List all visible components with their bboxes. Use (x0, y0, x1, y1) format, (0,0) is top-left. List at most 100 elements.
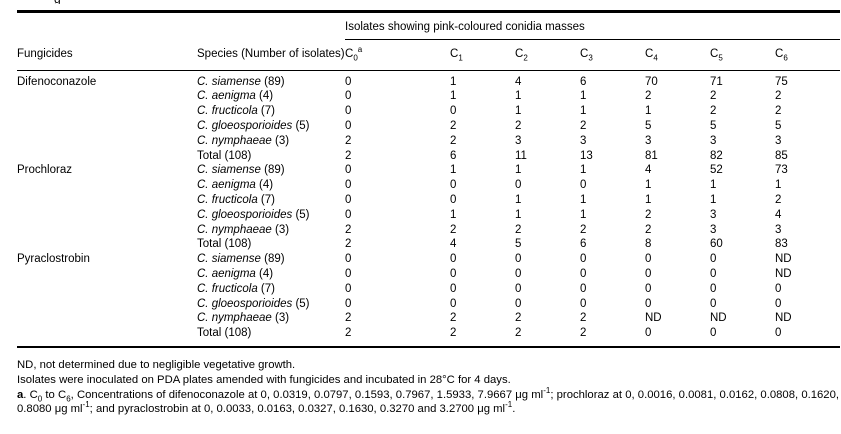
value-cell: 0 (450, 282, 457, 295)
value-cell: 1 (710, 179, 717, 192)
value-cell: 71 (710, 75, 723, 88)
footnote-segment: . (512, 403, 516, 416)
value-cell: 2 (775, 193, 782, 206)
column-header-species: Species (Number of isolates) (197, 39, 345, 71)
value-cell: 73 (775, 164, 788, 177)
value-cell: 5 (775, 119, 782, 132)
footnote-concentrations: a. C0 to C6, Concentrations of difenocon… (17, 385, 840, 418)
fungicide-cell: Difenoconazole (17, 75, 97, 88)
value-cell: 60 (710, 238, 723, 251)
value-cell: 3 (775, 223, 782, 236)
value-cell: 0 (775, 297, 782, 310)
species-name: C. gloeosporioides (197, 208, 293, 221)
value-cell: 4 (515, 75, 522, 88)
value-cell: 1 (450, 75, 457, 88)
value-cell: 0 (775, 327, 782, 340)
species-cell: C. fructicola (7) (197, 193, 275, 206)
species-name: C. aenigma (197, 267, 256, 280)
spanner-spacer (17, 13, 345, 39)
species-cell: C. nymphaeae (3) (197, 134, 290, 147)
value-cell: 11 (515, 149, 527, 162)
value-cell: 1 (515, 90, 522, 103)
value-cell: 75 (775, 75, 788, 88)
value-cell: 0 (645, 253, 652, 266)
fungicide-cell (17, 119, 197, 134)
table-row: Pyraclostrobin C. siamense (89) 0 0 0 0 0 0 ND (17, 252, 840, 267)
value-cell: ND (775, 253, 792, 266)
column-header-c6: C6 (775, 39, 841, 71)
species-cell: C. fructicola (7) (197, 105, 275, 118)
footnote-segment: 6 (66, 393, 71, 403)
species-cell: C. aenigma (4) (197, 179, 274, 192)
table-row: C. fructicola (7) 0 0 1 1 1 2 2 (17, 104, 840, 119)
column-header-c5: C5 (710, 39, 775, 71)
table-row: C. aenigma (4) 0 0 0 0 1 1 1 (17, 178, 840, 193)
fungicide-cell (17, 178, 197, 193)
value-cell: 0 (515, 282, 522, 295)
value-cell: 2 (450, 119, 457, 132)
value-cell: 82 (710, 149, 723, 162)
value-cell: 3 (515, 134, 522, 147)
footnote-segment: -1 (543, 385, 551, 395)
species-cell: Total (108) (197, 238, 252, 251)
value-cell: 83 (775, 238, 788, 251)
value-cell: 0 (450, 193, 457, 206)
value-cell: 2 (515, 312, 522, 325)
table-row: C. nymphaeae (3) 2 2 2 2 2 3 3 (17, 223, 840, 238)
footnote-segment: . C (23, 388, 38, 401)
table-top-rule (17, 10, 840, 13)
species-name: C. gloeosporioides (197, 119, 293, 132)
table-row: C. gloeosporioides (5) 0 0 0 0 0 0 0 (17, 297, 840, 312)
table-container: Isolates showing pink-coloured conidia m… (17, 10, 841, 348)
value-cell: 1 (580, 193, 587, 206)
value-cell: 0 (710, 267, 717, 280)
fungicide-cell (17, 193, 197, 208)
value-cell: 1 (515, 105, 522, 118)
value-cell: 3 (580, 134, 587, 147)
value-cell: 1 (450, 208, 457, 221)
value-cell: 1 (775, 179, 782, 192)
value-cell: 0 (645, 282, 652, 295)
footnotes: ND, not determined due to negligible veg… (17, 358, 839, 417)
species-name: C. fructicola (197, 282, 258, 295)
value-cell: 81 (645, 149, 658, 162)
species-name: C. gloeosporioides (197, 297, 293, 310)
value-cell: 1 (580, 105, 587, 118)
fungicide-cell (17, 311, 197, 326)
value-cell: 2 (345, 223, 352, 236)
value-cell: ND (710, 312, 727, 325)
value-cell: 0 (345, 208, 352, 221)
table-row: C. gloeosporioides (5) 0 1 1 1 2 3 4 (17, 208, 840, 223)
table-row: Prochloraz C. siamense (89) 0 1 1 1 4 52 73 (17, 163, 840, 178)
value-cell: 0 (450, 105, 457, 118)
value-cell: 0 (450, 297, 457, 310)
footnote-segment: ; prochloraz at 0, 0.0016, 0.0081, 0.016… (17, 388, 840, 416)
value-cell: 0 (345, 253, 352, 266)
fungicide-cell (17, 149, 197, 164)
value-cell: 0 (345, 75, 352, 88)
table-row: Total (108) 2 2 2 2 0 0 0 (17, 326, 840, 347)
footnote-segment: -1 (82, 400, 90, 410)
footnote-segment: to C (42, 388, 67, 401)
value-cell: 0 (345, 119, 352, 132)
cropped-caption-fragment: g (54, 0, 70, 4)
value-cell: 1 (450, 90, 457, 103)
value-cell: 70 (645, 75, 658, 88)
value-cell: 2 (645, 90, 652, 103)
value-cell: 1 (580, 208, 587, 221)
value-cell: 0 (345, 179, 352, 192)
table-row: Difenoconazole C. siamense (89) 0 1 4 6 70 71 75 (17, 70, 840, 89)
value-cell: 2 (515, 223, 522, 236)
value-cell: 52 (710, 164, 723, 177)
value-cell: 2 (710, 90, 717, 103)
spanner-header: Isolates showing pink-coloured conidia m… (345, 13, 841, 40)
column-header-c1: C1 (450, 39, 515, 71)
value-cell: 0 (515, 297, 522, 310)
value-cell: 0 (580, 267, 587, 280)
value-cell: 5 (515, 238, 522, 251)
fungicide-cell: Prochloraz (17, 164, 72, 177)
fungicide-cell (17, 282, 197, 297)
value-cell: 0 (710, 297, 717, 310)
fungicide-cell (17, 297, 197, 312)
